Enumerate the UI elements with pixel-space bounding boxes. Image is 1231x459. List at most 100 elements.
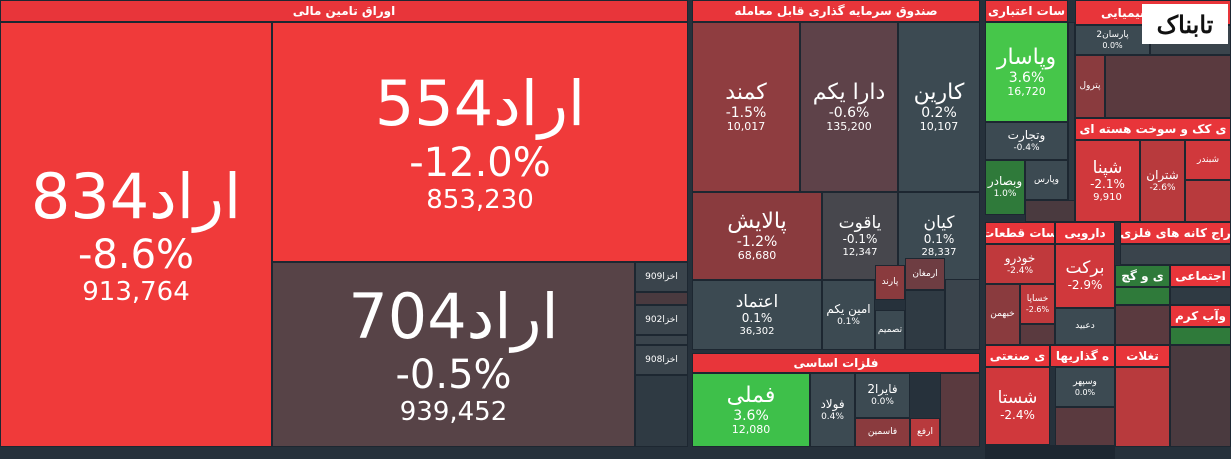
stock-tile: دعبید [1055,308,1115,345]
stock-name: اعتماد [735,291,779,312]
stock-change: 0.4% [821,411,844,422]
section-header: تغلات [1115,345,1170,367]
stock-change: 0.2% [921,105,957,122]
stock-name: فاسمین [867,427,898,438]
stock-name: فایرا2 [867,382,898,397]
stock-name: اراد704 [348,279,559,353]
stock-tile: وپاسار 3.6% 16,720 [985,22,1068,122]
section-header: ه گذاریها [1050,345,1115,367]
stock-change: 0.1% [837,316,860,327]
filler-tile [1020,324,1055,345]
section-header: اوراق تامین مالی [0,0,688,22]
stock-change: -2.6% [1149,182,1176,193]
filler-tile [1025,200,1075,222]
stock-name: پترول [1079,81,1101,92]
stock-tile: کارین 0.2% 10,107 [898,22,980,192]
stock-name: شبندر [1196,154,1220,165]
stock-tile: خساپا -2.6% [1020,284,1055,324]
stock-tile: اخزا902 [635,305,688,335]
stock-volume: 9,910 [1093,191,1122,203]
stock-change: 0.1% [741,311,773,326]
stock-change: -0.6% [828,105,870,122]
filler-tile [905,290,945,350]
stock-name: خودرو [1004,250,1036,265]
stock-name: اخزا902 [645,314,678,325]
stock-name: ارمغان [912,268,938,279]
stock-tile: اخزا908 [635,345,688,375]
stock-tile: پارسان2 0.0% [1075,25,1150,55]
stock-name: فملی [726,382,776,408]
stock-tile: ارفع [910,418,940,447]
stock-change: -1.2% [736,234,778,251]
stock-change: -8.6% [77,232,195,279]
stock-tile: شبندر [1185,140,1231,180]
filler-tile [1115,305,1170,345]
stock-name: وپارس [1034,174,1059,185]
stock-name: اراد834 [30,159,242,233]
stock-volume: 939,452 [399,397,508,428]
stock-name: فولاد [820,396,845,411]
stock-volume: 68,680 [737,249,777,263]
stock-tile: خودرو -2.4% [985,244,1055,284]
stock-tile: امین یکم 0.1% [822,280,875,350]
stock-change: -2.9% [1067,277,1103,292]
stock-volume: 135,200 [826,120,872,134]
stock-tile: اراد554 -12.0% 853,230 [272,22,688,262]
filler-tile [1120,244,1231,265]
stock-change: 3.6% [733,408,769,425]
section-header: دارویی [1055,222,1115,244]
stock-tile: فملی 3.6% 12,080 [692,373,810,447]
stock-tile: برکت -2.9% [1055,244,1115,308]
filler-tile [1170,345,1231,447]
stock-volume: 10,017 [726,120,766,134]
stock-tile: شتران -2.6% [1140,140,1185,222]
stock-change: -1.5% [725,105,767,122]
filler-tile [1115,287,1170,305]
section-header: صندوق سرمایه گذاری قابل معامله [692,0,980,22]
stock-name: برکت [1065,258,1105,279]
section-header: سات قطعات [985,222,1055,244]
filler-tile [635,292,688,305]
filler-tile [1055,407,1115,447]
filler-tile [1170,327,1231,345]
stock-change: -0.4% [1013,142,1040,153]
stock-change: -2.4% [1000,407,1035,422]
stock-name: پالایش [727,208,787,234]
stock-name: کمند [725,79,767,105]
section-header: اجتماعی [1170,265,1231,287]
stock-name: وبصادر [987,174,1023,189]
stock-tile: تصمیم [875,310,905,350]
stock-change: 0.0% [1102,40,1123,50]
section-header: وآب کرم [1170,305,1231,327]
stock-name: یاقوت [838,212,882,233]
stock-name: ارفع [917,427,933,438]
section-header: سات اعتباری [985,0,1068,22]
stock-name: کارین [913,79,965,105]
filler-tile [1105,55,1231,118]
stock-name: وسپهر [1073,377,1097,388]
stock-tile: اراد704 -0.5% 939,452 [272,262,635,447]
stock-tile: وپارس [1025,160,1068,200]
filler-tile [635,375,688,447]
section-header: ی کک و سوخت هسته ای [1075,118,1231,140]
filler-tile [635,335,688,345]
stock-name: اخزا909 [645,271,678,282]
stock-name: خبهمن [990,309,1015,320]
stock-name: امین یکم [826,301,871,316]
stock-name: اراد554 [374,67,586,141]
logo: تابناک [1142,4,1228,44]
stock-tile: اخزا909 [635,262,688,292]
stock-volume: 913,764 [82,277,190,308]
stock-volume: 36,302 [739,325,775,337]
filler-tile [1185,180,1231,222]
section-header: راج کانه های فلزی [1120,222,1231,244]
stock-tile: وتجارت -0.4% [985,122,1068,160]
stock-change: 0.1% [923,232,955,247]
stock-change: -2.6% [1025,304,1050,314]
stock-tile: فولاد 0.4% [810,373,855,447]
stock-volume: 10,107 [919,120,959,134]
stock-tile: پترول [1075,55,1105,118]
stock-tile: پالایش -1.2% 68,680 [692,192,822,280]
stock-tile: پارند [875,265,905,300]
